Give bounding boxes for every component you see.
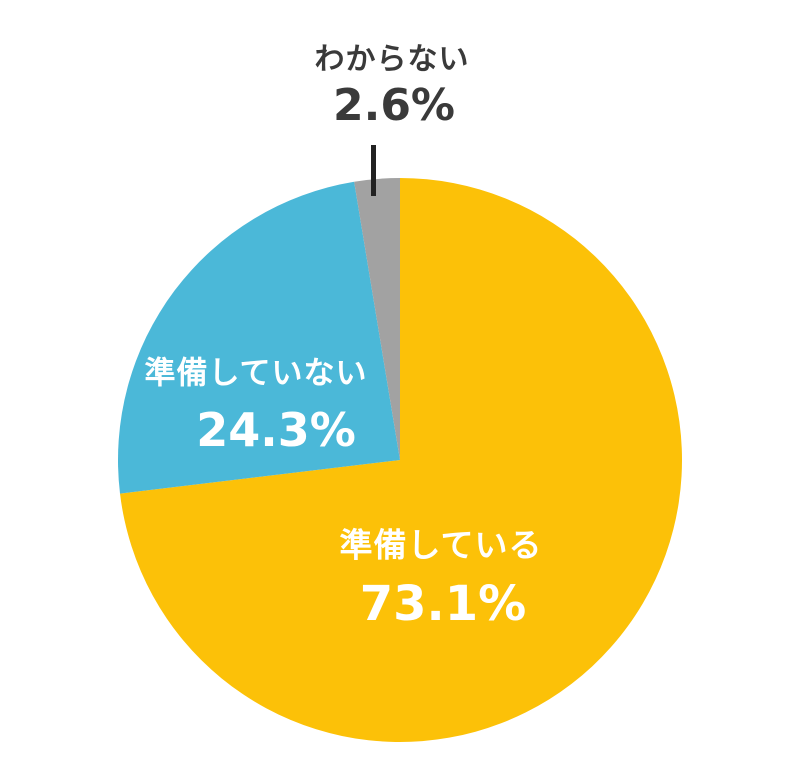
slice-value-not-preparing: 24.3% xyxy=(196,403,356,457)
pie-slice-preparing xyxy=(120,178,683,743)
slice-label-not-preparing: 準備していない xyxy=(144,355,368,392)
pie-slice-not-preparing xyxy=(118,181,401,494)
leader-line xyxy=(371,145,376,196)
pie-slice-dont-know xyxy=(354,178,400,460)
slice-label-preparing: 準備している xyxy=(339,525,543,565)
slice-value-dont-know: 2.6% xyxy=(332,80,456,131)
slice-value-preparing: 73.1% xyxy=(359,576,527,632)
slice-label-dont-know: わからない xyxy=(314,42,470,77)
